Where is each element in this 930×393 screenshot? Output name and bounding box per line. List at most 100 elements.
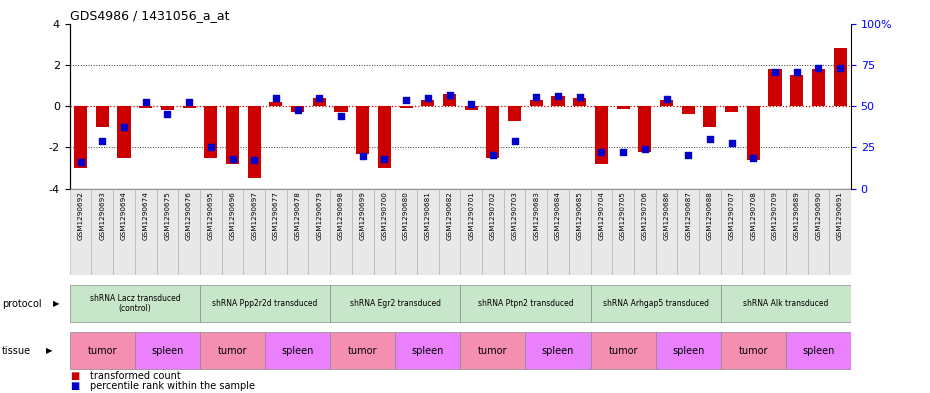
Bar (309, 189, 330, 275)
Bar (460, 332, 525, 369)
Text: GSM1290695: GSM1290695 (207, 191, 214, 240)
Point (767, 69, 782, 75)
Text: GSM1290685: GSM1290685 (577, 191, 583, 240)
Point (811, 65, 826, 71)
Bar (460, 285, 591, 322)
Bar (482, 189, 504, 275)
Bar (200, 189, 221, 275)
Bar (247, 106, 260, 178)
Text: GSM1290680: GSM1290680 (403, 191, 409, 240)
Bar (569, 189, 591, 275)
Bar (612, 189, 634, 275)
Text: GSM1290705: GSM1290705 (620, 191, 626, 240)
Text: tumor: tumor (738, 346, 768, 356)
Point (246, 156, 261, 163)
Point (702, 136, 717, 142)
Bar (786, 332, 851, 369)
Bar (179, 189, 200, 275)
Bar (265, 189, 286, 275)
Point (464, 101, 479, 107)
Bar (747, 106, 760, 160)
Bar (70, 285, 200, 322)
Bar (74, 106, 87, 168)
Point (507, 138, 522, 144)
Bar (352, 189, 374, 275)
Bar (156, 189, 179, 275)
Point (160, 111, 175, 118)
Text: GSM1290701: GSM1290701 (468, 191, 474, 240)
Bar (395, 189, 417, 275)
Bar (634, 189, 656, 275)
Text: GSM1290691: GSM1290691 (837, 191, 844, 240)
Bar (508, 106, 521, 121)
Text: GSM1290678: GSM1290678 (295, 191, 300, 240)
Text: GSM1290704: GSM1290704 (598, 191, 604, 240)
Bar (786, 189, 807, 275)
Text: GSM1290689: GSM1290689 (793, 191, 800, 240)
Bar (395, 332, 460, 369)
Text: GDS4986 / 1431056_a_at: GDS4986 / 1431056_a_at (70, 9, 230, 22)
Text: spleen: spleen (542, 346, 574, 356)
Bar (374, 189, 395, 275)
Point (355, 152, 370, 159)
Bar (547, 189, 569, 275)
Bar (525, 332, 591, 369)
Text: GSM1290699: GSM1290699 (360, 191, 365, 240)
Point (724, 140, 739, 146)
Bar (291, 106, 304, 112)
Point (204, 144, 219, 151)
Point (73, 159, 88, 165)
Text: GSM1290709: GSM1290709 (772, 191, 778, 240)
Bar (244, 189, 265, 275)
Point (116, 123, 131, 130)
Point (594, 148, 609, 154)
Bar (656, 332, 721, 369)
Bar (504, 189, 525, 275)
Point (377, 156, 392, 162)
Bar (595, 106, 608, 164)
Bar (790, 75, 804, 106)
Bar (200, 332, 265, 369)
Bar (721, 285, 851, 322)
Text: GSM1290706: GSM1290706 (642, 191, 648, 240)
Text: tumor: tumor (218, 346, 247, 356)
Text: GSM1290690: GSM1290690 (816, 191, 821, 240)
Bar (443, 94, 456, 106)
Text: GSM1290682: GSM1290682 (446, 191, 453, 240)
Text: GSM1290684: GSM1290684 (555, 191, 561, 240)
Bar (660, 100, 673, 106)
Bar (682, 106, 695, 114)
Text: protocol: protocol (2, 299, 42, 309)
Bar (270, 102, 283, 106)
Bar (226, 106, 239, 164)
Text: GSM1290708: GSM1290708 (751, 191, 756, 240)
Text: GSM1290703: GSM1290703 (512, 191, 518, 240)
Text: GSM1290698: GSM1290698 (338, 191, 344, 240)
Bar (70, 189, 91, 275)
Bar (699, 189, 721, 275)
Text: GSM1290707: GSM1290707 (728, 191, 735, 240)
Bar (833, 48, 846, 106)
Text: GSM1290697: GSM1290697 (251, 191, 258, 240)
Text: shRNA Lacz transduced
(control): shRNA Lacz transduced (control) (89, 294, 180, 313)
Bar (400, 106, 413, 108)
Bar (486, 106, 499, 158)
Text: GSM1290681: GSM1290681 (425, 191, 431, 240)
Bar (135, 189, 156, 275)
Text: tumor: tumor (608, 346, 638, 356)
Bar (335, 106, 348, 112)
Text: spleen: spleen (803, 346, 834, 356)
Bar (530, 100, 543, 106)
Bar (221, 189, 244, 275)
Text: shRNA Alk transduced: shRNA Alk transduced (743, 299, 829, 308)
Point (637, 146, 652, 152)
Point (95, 138, 110, 144)
Bar (742, 189, 764, 275)
Text: GSM1290702: GSM1290702 (490, 191, 496, 240)
Bar (830, 189, 851, 275)
Bar (721, 189, 742, 275)
Point (399, 97, 414, 103)
Bar (573, 98, 586, 106)
Text: GSM1290693: GSM1290693 (100, 191, 105, 240)
Bar (330, 332, 395, 369)
